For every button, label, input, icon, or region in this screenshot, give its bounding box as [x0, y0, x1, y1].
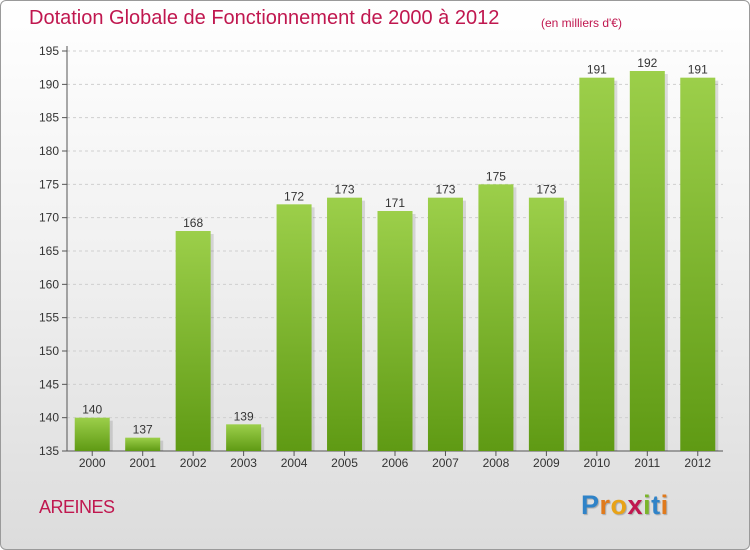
bar-2000 — [74, 417, 110, 451]
data-label: 173 — [536, 183, 556, 197]
x-tick-label: 2001 — [129, 456, 156, 470]
data-label: 173 — [335, 183, 355, 197]
x-tick-label: 2012 — [684, 456, 711, 470]
bar-2012 — [680, 77, 716, 452]
logo-letter: t — [651, 490, 661, 520]
y-tick-label: 175 — [39, 177, 59, 191]
y-tick-label: 190 — [39, 77, 59, 91]
proxiti-logo: Proxiti — [581, 490, 669, 521]
y-tick-label: 195 — [39, 44, 59, 58]
logo-letter: o — [610, 490, 628, 520]
y-tick-label: 165 — [39, 244, 59, 258]
logo-letter: P — [581, 490, 600, 520]
bar-2010 — [579, 77, 615, 452]
bar-2003 — [226, 424, 262, 451]
logo-letter: r — [599, 490, 611, 520]
data-label: 192 — [637, 56, 657, 70]
y-tick-label: 155 — [39, 311, 59, 325]
x-tick-label: 2000 — [79, 456, 106, 470]
chart-unit: (en milliers d'€) — [541, 16, 622, 30]
bar-2007 — [427, 197, 463, 451]
y-tick-label: 145 — [39, 377, 59, 391]
x-tick-label: 2008 — [483, 456, 510, 470]
bar-2002 — [175, 231, 211, 451]
data-label: 140 — [82, 403, 102, 417]
bar-2004 — [276, 204, 312, 451]
y-tick-label: 170 — [39, 211, 59, 225]
x-tick-label: 2002 — [180, 456, 207, 470]
bar-2005 — [327, 197, 363, 451]
y-tick-label: 160 — [39, 277, 59, 291]
x-tick-label: 2007 — [432, 456, 459, 470]
logo-letter: i — [660, 490, 669, 520]
y-tick-label: 180 — [39, 144, 59, 158]
data-label: 175 — [486, 169, 506, 183]
logo-letter: x — [627, 490, 644, 520]
bar-2011 — [629, 71, 665, 451]
y-tick-label: 140 — [39, 411, 59, 425]
data-label: 139 — [234, 409, 254, 423]
data-label: 168 — [183, 216, 203, 230]
logo-letter: i — [643, 490, 652, 520]
bar-2008 — [478, 184, 514, 452]
y-tick-label: 135 — [39, 444, 59, 458]
x-tick-label: 2010 — [583, 456, 610, 470]
commune-name: AREINES — [39, 497, 115, 517]
bar-2006 — [377, 211, 413, 451]
data-label: 173 — [435, 183, 455, 197]
y-tick-label: 185 — [39, 111, 59, 125]
x-tick-label: 2009 — [533, 456, 560, 470]
bars — [74, 71, 719, 452]
data-label: 191 — [688, 63, 708, 77]
x-tick-label: 2006 — [382, 456, 409, 470]
bar-2001 — [125, 437, 161, 451]
data-label: 137 — [133, 423, 153, 437]
data-label: 171 — [385, 196, 405, 210]
labels: 140 2000 137 2001 168 2002 139 2003 172 2004 173 20… — [79, 56, 712, 470]
bar-2009 — [528, 197, 564, 451]
data-label: 191 — [587, 63, 607, 77]
chart-title: Dotation Globale de Fonctionnement de 20… — [29, 7, 500, 29]
x-tick-label: 2005 — [331, 456, 358, 470]
x-tick-label: 2004 — [281, 456, 308, 470]
data-label: 172 — [284, 189, 304, 203]
x-tick-label: 2011 — [634, 456, 660, 470]
y-tick-label: 150 — [39, 344, 59, 358]
axes: 135 140 145 150 155 160 165 170 175 180 185 190 195 — [39, 44, 723, 458]
x-tick-label: 2003 — [230, 456, 257, 470]
